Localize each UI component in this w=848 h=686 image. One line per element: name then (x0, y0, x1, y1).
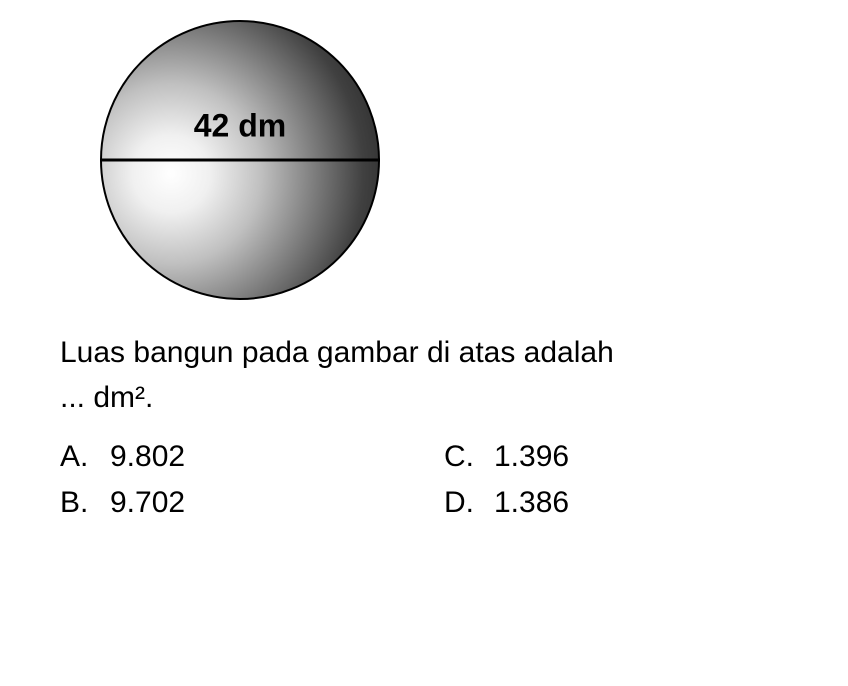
option-a-value: 9.802 (110, 440, 404, 474)
option-b-letter: B. (60, 486, 90, 520)
sphere-figure: 42 dm (100, 20, 788, 300)
option-d: D. 1.386 (444, 486, 788, 520)
option-d-letter: D. (444, 486, 474, 520)
option-c-value: 1.396 (494, 440, 788, 474)
question-line1: Luas bangun pada gambar di atas adalah (60, 336, 614, 369)
question-text: Luas bangun pada gambar di atas adalah .… (60, 330, 788, 420)
diameter-line (100, 159, 380, 162)
option-c: C. 1.396 (444, 440, 788, 474)
option-a-letter: A. (60, 440, 90, 474)
sphere-shape: 42 dm (100, 20, 380, 300)
option-c-letter: C. (444, 440, 474, 474)
option-a: A. 9.802 (60, 440, 404, 474)
option-b: B. 9.702 (60, 486, 404, 520)
option-d-value: 1.386 (494, 486, 788, 520)
diameter-label: 42 dm (194, 108, 286, 145)
options-container: A. 9.802 C. 1.396 B. 9.702 D. 1.386 (60, 440, 788, 520)
option-b-value: 9.702 (110, 486, 404, 520)
question-line2: ... dm². (60, 381, 153, 414)
